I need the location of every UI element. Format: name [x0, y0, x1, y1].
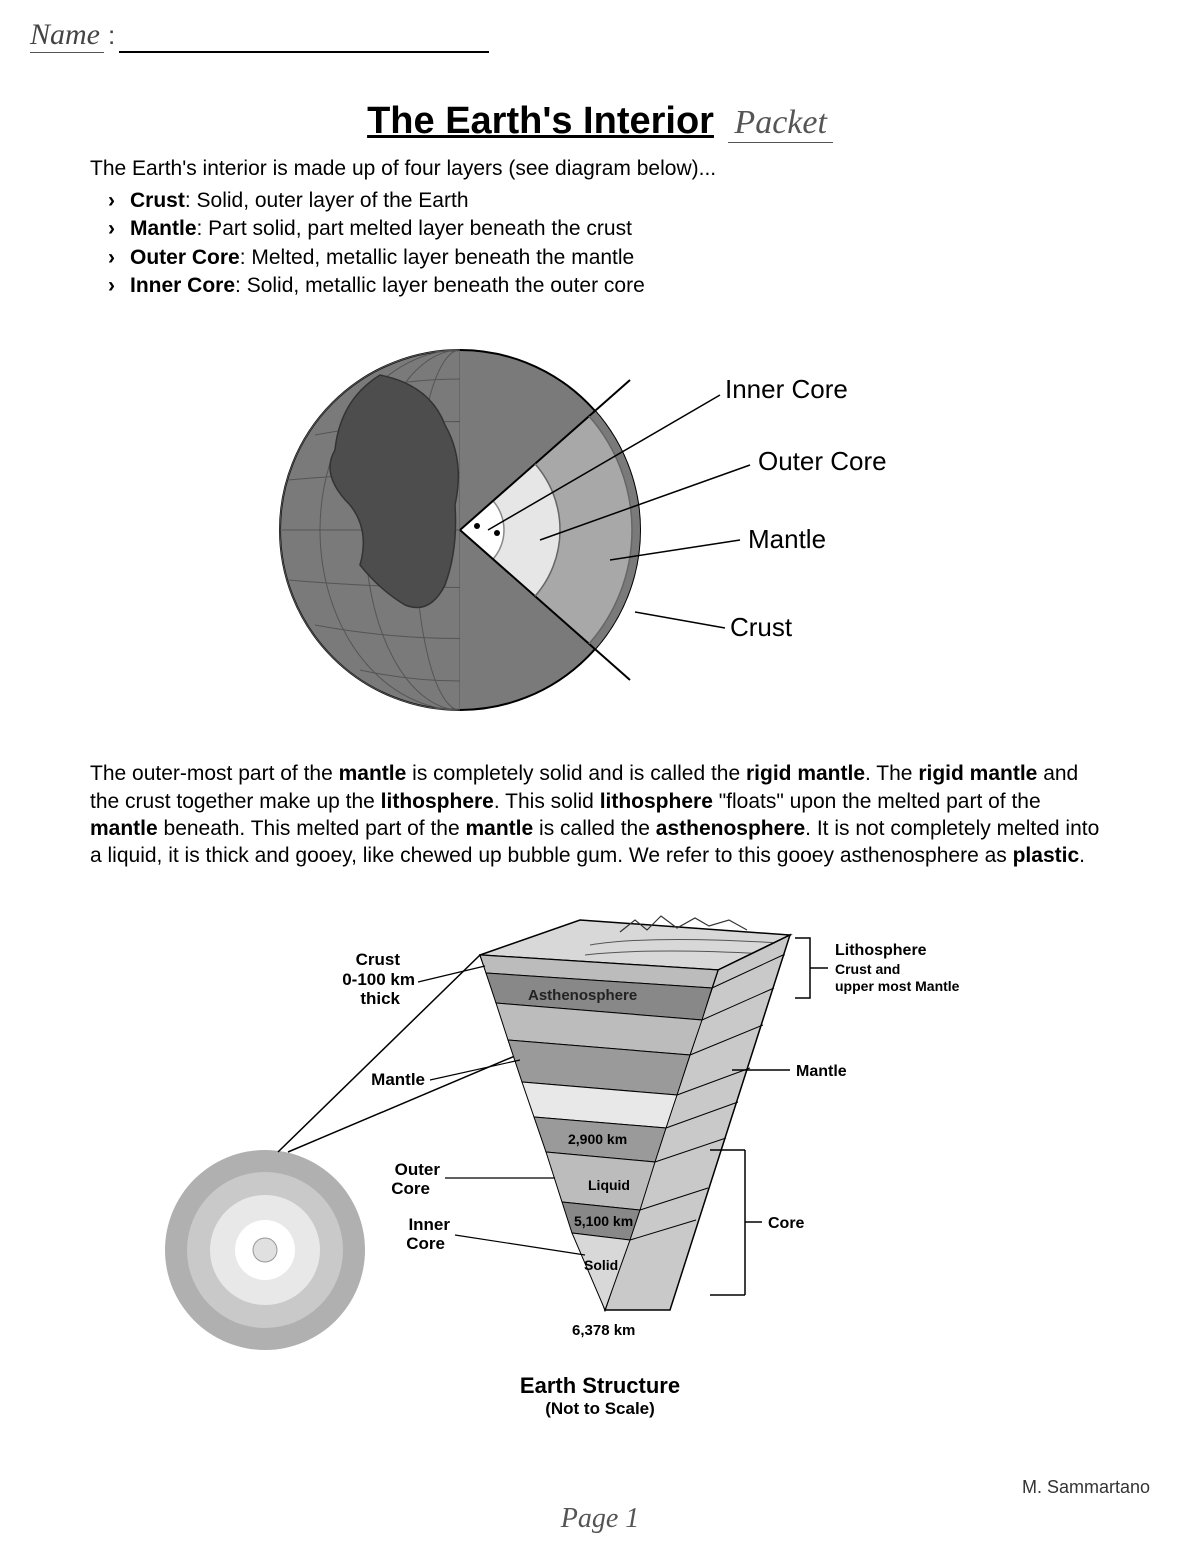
label-outer-core: Outer Core	[758, 446, 887, 476]
title-row: The Earth's Interior Packet	[90, 100, 1110, 143]
label-inner-core-left2: Core	[406, 1234, 445, 1253]
list-item: Outer Core: Melted, metallic layer benea…	[130, 244, 1110, 272]
label-litho-sub2: upper most Mantle	[835, 978, 960, 994]
name-blank-line[interactable]	[119, 21, 489, 53]
desc: : Solid, outer layer of the Earth	[185, 189, 469, 212]
label-crust-thick1: 0-100 km	[342, 970, 415, 989]
list-item: Crust: Solid, outer layer of the Earth	[130, 187, 1110, 215]
lithosphere-paragraph: The outer-most part of the mantle is com…	[90, 760, 1110, 869]
earth-structure-wedge-diagram: Asthenosphere 2,900 km Liquid 5,100 km S…	[150, 900, 1050, 1360]
mini-earth-circles	[165, 1150, 365, 1350]
label-mantle-right: Mantle	[796, 1063, 847, 1080]
label-outer-core-left2: Core	[391, 1179, 430, 1198]
layer-list: Crust: Solid, outer layer of the Earth M…	[90, 187, 1110, 300]
label-5100: 5,100 km	[574, 1213, 633, 1229]
page-content: The Earth's Interior Packet The Earth's …	[90, 100, 1110, 1419]
label-inner-core-left: Inner	[408, 1215, 450, 1234]
wedge-block	[480, 916, 790, 1310]
label-crust-thick2: thick	[360, 989, 400, 1008]
label-6378: 6,378 km	[572, 1322, 635, 1339]
diagram2-subtitle: (Not to Scale)	[150, 1399, 1050, 1419]
earth-structure-diagram-wrap: Asthenosphere 2,900 km Liquid 5,100 km S…	[150, 900, 1050, 1419]
list-item: Inner Core: Solid, metallic layer beneat…	[130, 272, 1110, 300]
label-crust-left: Crust	[356, 950, 401, 969]
name-colon: :	[104, 20, 119, 53]
label-lithosphere: Lithosphere	[835, 942, 927, 959]
earth-layers-globe-diagram: Inner Core Outer Core Mantle Crust	[220, 330, 980, 730]
label-litho-sub1: Crust and	[835, 961, 900, 977]
label-core-right: Core	[768, 1215, 805, 1232]
term: Crust	[130, 189, 185, 212]
label-crust: Crust	[730, 612, 793, 642]
intro-text: The Earth's interior is made up of four …	[90, 157, 1110, 181]
label-solid: Solid	[584, 1257, 618, 1273]
label-mantle: Mantle	[748, 524, 826, 554]
name-field-row: Name :	[30, 18, 489, 53]
term: Inner Core	[130, 274, 235, 297]
page-number: Page 1	[561, 1503, 640, 1535]
page-title: The Earth's Interior	[367, 100, 714, 143]
label-2900: 2,900 km	[568, 1131, 627, 1147]
desc: : Part solid, part melted layer beneath …	[197, 217, 632, 240]
label-outer-core-left: Outer	[395, 1160, 441, 1179]
label-liquid: Liquid	[588, 1177, 630, 1193]
label-asthenosphere: Asthenosphere	[528, 987, 637, 1004]
title-handwritten: Packet	[728, 104, 833, 143]
desc: : Solid, metallic layer beneath the oute…	[235, 274, 645, 297]
diagram2-caption: Earth Structure (Not to Scale)	[150, 1373, 1050, 1419]
desc: : Melted, metallic layer beneath the man…	[240, 246, 635, 269]
name-label: Name	[30, 18, 104, 53]
label-mantle-left: Mantle	[371, 1070, 425, 1089]
diagram2-title: Earth Structure	[150, 1373, 1050, 1399]
term: Mantle	[130, 217, 197, 240]
term: Outer Core	[130, 246, 240, 269]
list-item: Mantle: Part solid, part melted layer be…	[130, 215, 1110, 243]
author-credit: M. Sammartano	[1022, 1477, 1150, 1498]
label-inner-core: Inner Core	[725, 374, 848, 404]
